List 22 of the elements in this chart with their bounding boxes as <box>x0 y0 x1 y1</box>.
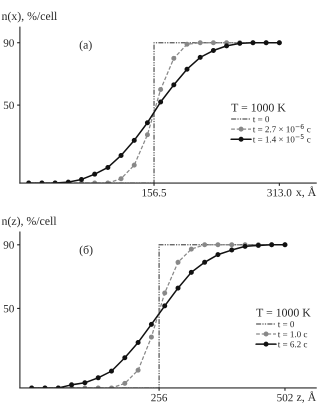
y-axis-title: n(z), %/cell <box>2 216 56 228</box>
annotation: (a) <box>80 40 92 52</box>
x-tick-label: 256 <box>151 394 168 402</box>
legend-label: t = 0 <box>252 116 270 122</box>
legend-label: t = 2.7 × 10$^{−6}$ c <box>252 124 310 132</box>
y-tick-label: 50 <box>4 102 14 110</box>
legend-title: T = 1000 K <box>256 308 311 317</box>
legend-label: t = 6.2 c <box>278 341 308 348</box>
y-tick-label: 50 <box>4 304 14 312</box>
legend-title: T = 1000 K <box>231 104 286 112</box>
legend-label: t = 0 <box>278 321 294 328</box>
x-axis-title: x, Å <box>296 186 316 198</box>
x-tick-label: 156.5 <box>142 188 166 196</box>
y-tick-label: 90 <box>4 39 14 47</box>
x-tick-label: 502 <box>277 394 293 402</box>
y-tick-label: 90 <box>4 241 14 249</box>
legend-label: t = 1.4 × 10$^{−5}$ c <box>252 134 310 142</box>
x-axis-title: z, Å <box>296 391 316 403</box>
legend-label: t = 1.0 c <box>278 331 308 338</box>
x-tick-label: 313.0 <box>267 188 292 196</box>
annotation: (б) <box>80 245 93 256</box>
y-axis-title: n(x), %/cell <box>2 12 58 22</box>
